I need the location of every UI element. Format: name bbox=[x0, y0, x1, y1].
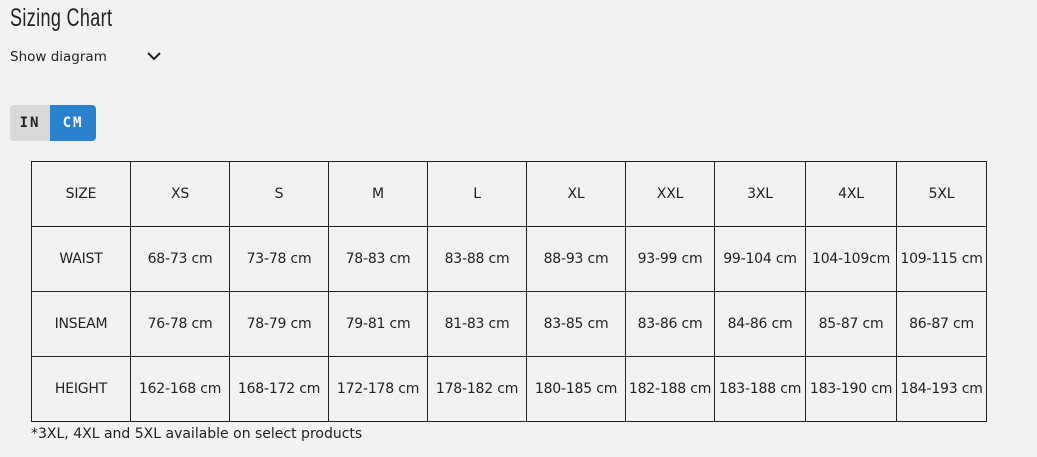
table-cell: 83-86 cm bbox=[625, 291, 715, 357]
table-cell: 168-172 cm bbox=[229, 356, 329, 422]
table-cell: 83-85 cm bbox=[526, 291, 626, 357]
table-cell: 182-188 cm bbox=[625, 356, 715, 422]
sizing-table: SIZE XS S M L XL XXL 3XL 4XL 5XL WAIST 68-73 cm 73-7… bbox=[31, 161, 987, 422]
unit-toggle: IN CM bbox=[10, 105, 96, 141]
table-cell: 78-83 cm bbox=[328, 226, 428, 292]
row-label: SIZE bbox=[31, 161, 131, 227]
table-cell: 83-88 cm bbox=[427, 226, 527, 292]
table-cell: 183-190 cm bbox=[805, 356, 897, 422]
table-cell: S bbox=[229, 161, 329, 227]
table-cell: 86-87 cm bbox=[896, 291, 987, 357]
table-cell: XS bbox=[130, 161, 230, 227]
table-cell: 180-185 cm bbox=[526, 356, 626, 422]
table-cell: 73-78 cm bbox=[229, 226, 329, 292]
table-cell: 172-178 cm bbox=[328, 356, 428, 422]
table-cell: 162-168 cm bbox=[130, 356, 230, 422]
table-cell: L bbox=[427, 161, 527, 227]
table-cell: 68-73 cm bbox=[130, 226, 230, 292]
show-diagram-label: Show diagram bbox=[10, 49, 107, 65]
table-row: INSEAM 76-78 cm 78-79 cm 79-81 cm 81-83 cm 83… bbox=[31, 291, 987, 357]
table-row: HEIGHT 162-168 cm 168-172 cm 172-178 cm 178-… bbox=[31, 356, 987, 422]
table-cell: 81-83 cm bbox=[427, 291, 527, 357]
table-cell: 78-79 cm bbox=[229, 291, 329, 357]
chevron-down-icon[interactable] bbox=[146, 50, 162, 62]
unit-in-button[interactable]: IN bbox=[10, 105, 50, 141]
unit-cm-button[interactable]: CM bbox=[50, 105, 96, 141]
table-cell: 184-193 cm bbox=[896, 356, 987, 422]
row-label: WAIST bbox=[31, 226, 131, 292]
table-cell: 99-104 cm bbox=[714, 226, 806, 292]
row-label: HEIGHT bbox=[31, 356, 131, 422]
availability-note: *3XL, 4XL and 5XL available on select pr… bbox=[31, 426, 363, 442]
table-cell: 4XL bbox=[805, 161, 897, 227]
table-cell: 5XL bbox=[896, 161, 987, 227]
table-cell: 104-109cm bbox=[805, 226, 897, 292]
table-cell: XXL bbox=[625, 161, 715, 227]
row-label: INSEAM bbox=[31, 291, 131, 357]
table-row: WAIST 68-73 cm 73-78 cm 78-83 cm 83-88 cm 88-… bbox=[31, 226, 987, 292]
table-cell: 183-188 cm bbox=[714, 356, 806, 422]
table-cell: 84-86 cm bbox=[714, 291, 806, 357]
page-title: Sizing Chart bbox=[10, 4, 113, 32]
show-diagram-toggle[interactable]: Show diagram bbox=[10, 49, 107, 65]
table-cell: 93-99 cm bbox=[625, 226, 715, 292]
table-cell: 85-87 cm bbox=[805, 291, 897, 357]
table-cell: 88-93 cm bbox=[526, 226, 626, 292]
table-cell: 76-78 cm bbox=[130, 291, 230, 357]
table-cell: 3XL bbox=[714, 161, 806, 227]
table-cell: 109-115 cm bbox=[896, 226, 987, 292]
table-header-row: SIZE XS S M L XL XXL 3XL 4XL 5XL bbox=[31, 161, 987, 227]
table-cell: M bbox=[328, 161, 428, 227]
table-cell: 79-81 cm bbox=[328, 291, 428, 357]
table-cell: 178-182 cm bbox=[427, 356, 527, 422]
table-cell: XL bbox=[526, 161, 626, 227]
